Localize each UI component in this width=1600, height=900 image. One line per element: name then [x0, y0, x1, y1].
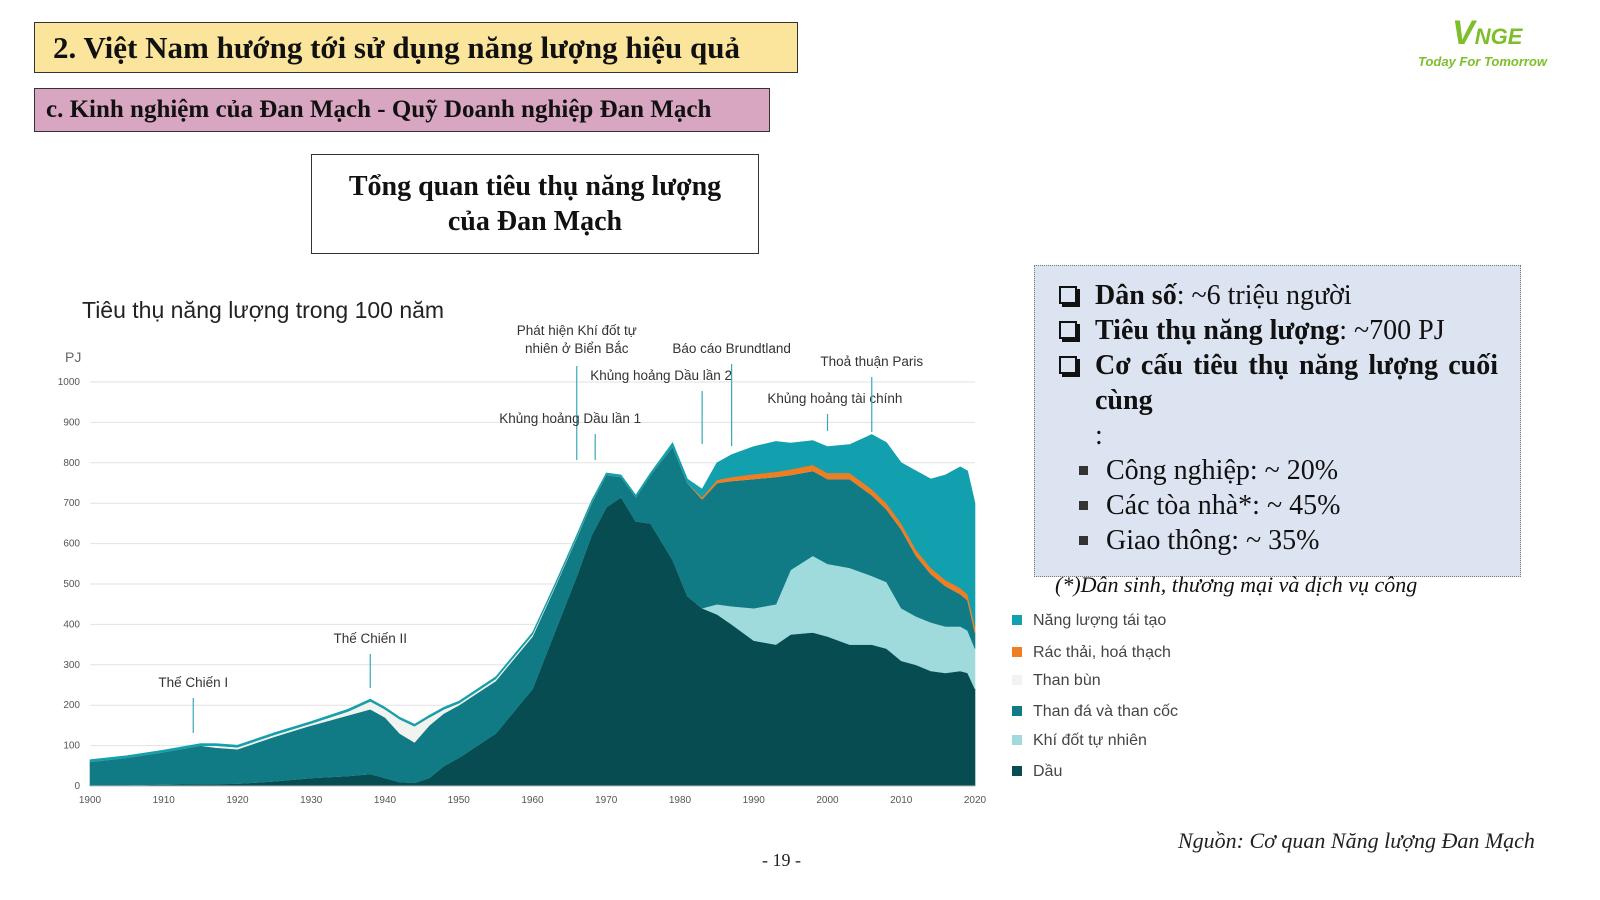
legend-swatch	[1012, 766, 1022, 776]
vnge-logo: VNGE Today For Tomorrow	[1418, 10, 1558, 72]
x-tick-label: 1970	[595, 795, 618, 806]
y-tick-label: 0	[74, 781, 80, 792]
x-tick-label: 1980	[669, 795, 692, 806]
chart-grid	[90, 381, 975, 747]
y-tick-label: 600	[63, 539, 80, 550]
fact-consumption: Tiêu thụ năng lượng: ~700 PJ	[1055, 313, 1498, 348]
square-bullet-icon	[1079, 501, 1088, 510]
energy-consumption-chart: 0 100 200 300 400 500 600 700 800 900 1000 1900 1910…	[58, 297, 987, 806]
legend-item-oil: Dầu	[1012, 763, 1062, 781]
y-tick-label: 200	[63, 700, 80, 711]
x-tick-label: 1930	[300, 795, 323, 806]
overview-title-box: Tổng quan tiêu thụ năng lượng của Đan Mạ…	[311, 154, 759, 254]
logo-tagline: Today For Tomorrow	[1418, 54, 1548, 69]
checkbox-bullet-icon	[1059, 356, 1080, 377]
sub-item-buildings: Các tòa nhà*: ~ 45%	[1055, 488, 1498, 523]
chart-areas	[89, 434, 976, 787]
y-tick-label: 700	[63, 498, 80, 509]
slide-subtitle: c. Kinh nghiệm của Đan Mạch - Quỹ Doanh …	[34, 88, 770, 132]
source-note: Nguồn: Cơ quan Năng lượng Đan Mạch	[1178, 828, 1535, 853]
legend-item-gas: Khí đốt tự nhiên	[1012, 732, 1147, 750]
sub-item-transport: Giao thông: ~ 35%	[1055, 523, 1498, 558]
x-tick-label: 1910	[153, 795, 176, 806]
overview-line-1: Tổng quan tiêu thụ năng lượng	[348, 171, 722, 202]
annotation-label: nhiên ở Biển Bắc	[525, 341, 629, 356]
y-tick-label: 400	[63, 619, 80, 630]
sub-item-industry: Công nghiệp: ~ 20%	[1055, 453, 1498, 488]
annotation-label: Khủng hoảng Dầu lần 1	[499, 411, 641, 426]
x-tick-label: 2020	[964, 795, 987, 806]
x-tick-label: 1900	[79, 795, 102, 806]
annotation-label: Báo cáo Brundtland	[672, 341, 791, 356]
y-tick-label: 1000	[58, 377, 81, 388]
x-tick-label: 2000	[816, 795, 839, 806]
annotation-label: Khủng hoảng Dầu lần 2	[590, 368, 732, 383]
x-tick-label: 1990	[743, 795, 766, 806]
chart-title: Tiêu thụ năng lượng trong 100 năm	[82, 297, 444, 323]
logo-mark: VNGE	[1452, 14, 1523, 52]
annotation-label: Thoả thuận Paris	[820, 354, 923, 369]
legend-swatch	[1012, 706, 1022, 716]
legend-swatch	[1012, 735, 1022, 745]
overview-line-2: của Đan Mạch	[447, 206, 623, 237]
legend-item-waste: Rác thải, hoá thạch	[1012, 644, 1171, 662]
x-tick-label: 1920	[226, 795, 249, 806]
y-tick-label: 500	[63, 579, 80, 590]
legend-item-renewable: Năng lượng tái tạo	[1012, 612, 1166, 630]
checkbox-bullet-icon	[1059, 286, 1080, 307]
fact-structure: Cơ cấu tiêu thụ năng lượng cuối cùng:	[1055, 348, 1498, 453]
page-number: - 19 -	[762, 850, 801, 870]
chart-axes: 0 100 200 300 400 500 600 700 800 900 1000 1900 1910…	[58, 377, 987, 806]
checkbox-bullet-icon	[1059, 321, 1080, 342]
chart-annotations: Thế Chiến I Thế Chiến II Phát hiện Khí đốt…	[158, 323, 923, 733]
x-tick-label: 2010	[890, 795, 913, 806]
square-bullet-icon	[1079, 536, 1088, 545]
annotation-label: Khủng hoảng tài chính	[767, 391, 902, 406]
x-tick-label: 1940	[374, 795, 397, 806]
y-tick-label: 100	[63, 741, 80, 752]
info-footnote: (*)Dân sinh, thương mại và dịch vụ công	[1055, 572, 1418, 597]
legend-swatch	[1012, 675, 1022, 685]
area-series-renewable	[89, 434, 976, 763]
x-tick-label: 1960	[521, 795, 544, 806]
legend-swatch	[1012, 615, 1022, 625]
legend-item-coal: Than đá và than cốc	[1012, 703, 1178, 721]
y-axis-unit: PJ	[65, 349, 81, 365]
annotation-label: Phát hiện Khí đốt tự	[517, 323, 637, 338]
y-tick-label: 900	[63, 417, 80, 428]
key-facts-box: Dân số: ~6 triệu người Tiêu thụ năng lượ…	[1034, 265, 1521, 597]
y-tick-label: 300	[63, 660, 80, 671]
annotation-label: Thế Chiến II	[333, 631, 407, 646]
x-tick-label: 1950	[448, 795, 471, 806]
y-tick-label: 800	[63, 458, 80, 469]
annotation-label: Thế Chiến I	[158, 675, 228, 690]
square-bullet-icon	[1079, 466, 1088, 475]
legend-swatch	[1012, 647, 1022, 657]
slide-title: 2. Việt Nam hướng tới sử dụng năng lượng…	[34, 22, 798, 73]
legend-item-peat: Than bùn	[1012, 672, 1101, 690]
fact-population: Dân số: ~6 triệu người	[1055, 278, 1498, 313]
